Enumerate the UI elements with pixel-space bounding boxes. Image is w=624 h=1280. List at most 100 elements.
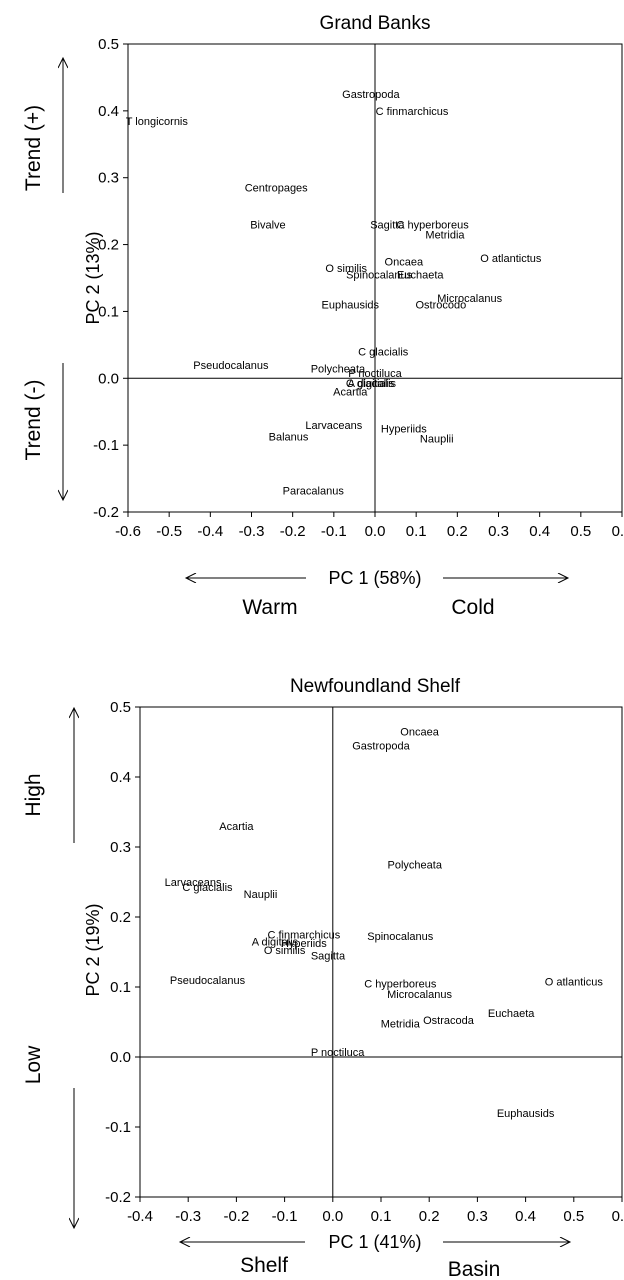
y-tick-label: -0.2	[93, 504, 119, 521]
species-label: Hyperiids	[281, 938, 327, 950]
species-label: Spinocalanus	[346, 270, 413, 282]
y-tick-label: 0.1	[110, 979, 131, 996]
x-axis-label: PC 1 (41%)	[328, 1232, 421, 1252]
species-label: C glacialis	[346, 378, 397, 390]
species-label: A digitalis	[252, 937, 299, 949]
chart-title: Newfoundland Shelf	[290, 676, 461, 697]
species-label: C glacialis	[182, 882, 233, 894]
x-axis-ticks: -0.4 -0.3 -0.2 -0.1 0.0 0.1 0.2 0.3 0.4 0.5 0.6	[127, 1197, 624, 1225]
y-tick-label: 0.3	[98, 170, 119, 187]
y-tick-label: 0.3	[110, 839, 131, 856]
x-tick-label: 0.5	[570, 523, 591, 540]
x-tick-label: 0.6	[612, 1208, 624, 1225]
y-axis-ticks: -0.2 -0.1 0.0 0.1 0.2 0.3 0.4 0.5	[105, 699, 140, 1206]
species-label: Paracalanus	[283, 486, 345, 498]
y-tick-label: 0.5	[98, 36, 119, 53]
species-label: T longicornis	[126, 116, 189, 128]
chart-newfoundland-shelf: Newfoundland Shelf -0.4 -0.3 -0.2 -0.1 0.0 0.…	[22, 676, 624, 1280]
x-left-label: Warm	[242, 596, 297, 619]
y-tick-label: 0.4	[98, 103, 119, 120]
y-tick-label: 0.1	[98, 303, 119, 320]
x-tick-label: 0.4	[515, 1208, 536, 1225]
y-tick-label: 0.0	[110, 1049, 131, 1066]
species-label: C finmarchicus	[376, 106, 449, 118]
species-label: Balanus	[269, 431, 309, 443]
species-label: C finmarchicus	[268, 930, 341, 942]
x-axis-label: PC 1 (58%)	[328, 568, 421, 588]
species-label: Larvaceans	[165, 877, 222, 889]
species-label: Spinocalanus	[367, 931, 434, 943]
y-bottom-label: Low	[22, 1045, 45, 1084]
x-tick-label: 0.0	[322, 1208, 343, 1225]
species-label: Euphausids	[497, 1108, 555, 1120]
species-labels: Oncaea Gastropoda Acartia Polycheata Larvace…	[165, 727, 604, 1121]
y-top-label: High	[22, 773, 45, 816]
species-label: Nauplii	[420, 433, 454, 445]
x-tick-label: -0.4	[197, 523, 223, 540]
species-label: O atlantictus	[480, 253, 542, 265]
x-tick-label: 0.2	[447, 523, 468, 540]
species-label: Acartia	[333, 387, 368, 399]
species-label: Euphausids	[322, 300, 380, 312]
species-label: Sagitta	[311, 951, 346, 963]
y-top-label: Trend (+)	[22, 105, 45, 191]
species-label: Larvaceans	[305, 420, 362, 432]
x-tick-label: -0.4	[127, 1208, 153, 1225]
x-right-label: Cold	[451, 596, 494, 619]
x-tick-label: 0.1	[406, 523, 427, 540]
species-label: C hyperboreus	[397, 220, 470, 232]
species-label: Microcalanus	[437, 293, 502, 305]
y-tick-label: 0.5	[110, 699, 131, 716]
y-tick-label: 0.4	[110, 769, 131, 786]
x-tick-label: -0.3	[175, 1208, 201, 1225]
species-label: C hyperboreus	[364, 979, 437, 991]
species-label: Bivalve	[250, 220, 285, 232]
species-labels: T longicornis Gastropoda C finmarchicus Cen…	[126, 89, 542, 497]
y-tick-label: 0.2	[110, 909, 131, 926]
x-left-label: Shelf	[240, 1254, 288, 1277]
chart-grand-banks: Grand Banks -0.6 -0.5 -0.4 -0.3 -0.2 -0.1 0.0 0…	[22, 13, 624, 619]
species-label: O similis	[325, 263, 367, 275]
species-label: Centropages	[245, 183, 308, 195]
x-tick-label: -0.1	[321, 523, 347, 540]
x-tick-label: -0.5	[156, 523, 182, 540]
species-label: Nauplii	[244, 889, 278, 901]
x-tick-label: 0.4	[529, 523, 550, 540]
x-tick-label: 0.3	[488, 523, 509, 540]
y-tick-label: -0.2	[105, 1189, 131, 1206]
y-axis-label: PC 2 (19%)	[83, 903, 103, 996]
species-label: Polycheata	[388, 860, 443, 872]
species-label: Hyperiids	[381, 423, 427, 435]
x-axis-ticks: -0.6 -0.5 -0.4 -0.3 -0.2 -0.1 0.0 0.1 0.2 0.3 0.4 0…	[115, 512, 624, 540]
species-label: Pseudocalanus	[193, 360, 269, 372]
species-label: Microcalanus	[387, 989, 452, 1001]
species-label: C glacialis	[358, 347, 409, 359]
species-label: A digitalis	[348, 378, 395, 390]
species-label: Metridia	[381, 1018, 421, 1030]
x-tick-label: 0.6	[612, 523, 624, 540]
species-label: Ostracoda	[423, 1015, 475, 1027]
species-label: Ostrocodo	[415, 300, 466, 312]
x-tick-label: -0.3	[239, 523, 265, 540]
species-label: Euchaeta	[397, 270, 444, 282]
plot-frame	[139, 706, 623, 1198]
x-tick-label: 0.3	[467, 1208, 488, 1225]
species-label: O similis	[264, 945, 306, 957]
x-tick-label: -0.1	[272, 1208, 298, 1225]
species-label: Polycheata	[311, 363, 366, 375]
x-tick-label: 0.1	[371, 1208, 392, 1225]
x-tick-label: 0.2	[419, 1208, 440, 1225]
species-label: Oncaea	[400, 727, 439, 739]
species-label: P noctiluca	[348, 368, 402, 380]
x-tick-label: 0.0	[365, 523, 386, 540]
y-tick-label: 0.2	[98, 237, 119, 254]
species-label: Gastropoda	[342, 89, 400, 101]
species-label: Gastropoda	[352, 741, 410, 753]
chart-title: Grand Banks	[320, 13, 431, 34]
species-label: P noctiluca	[311, 1047, 365, 1059]
species-label: Metridia	[425, 230, 465, 242]
y-tick-label: -0.1	[93, 437, 119, 454]
x-right-label: Basin	[448, 1258, 501, 1280]
x-tick-label: -0.6	[115, 523, 141, 540]
